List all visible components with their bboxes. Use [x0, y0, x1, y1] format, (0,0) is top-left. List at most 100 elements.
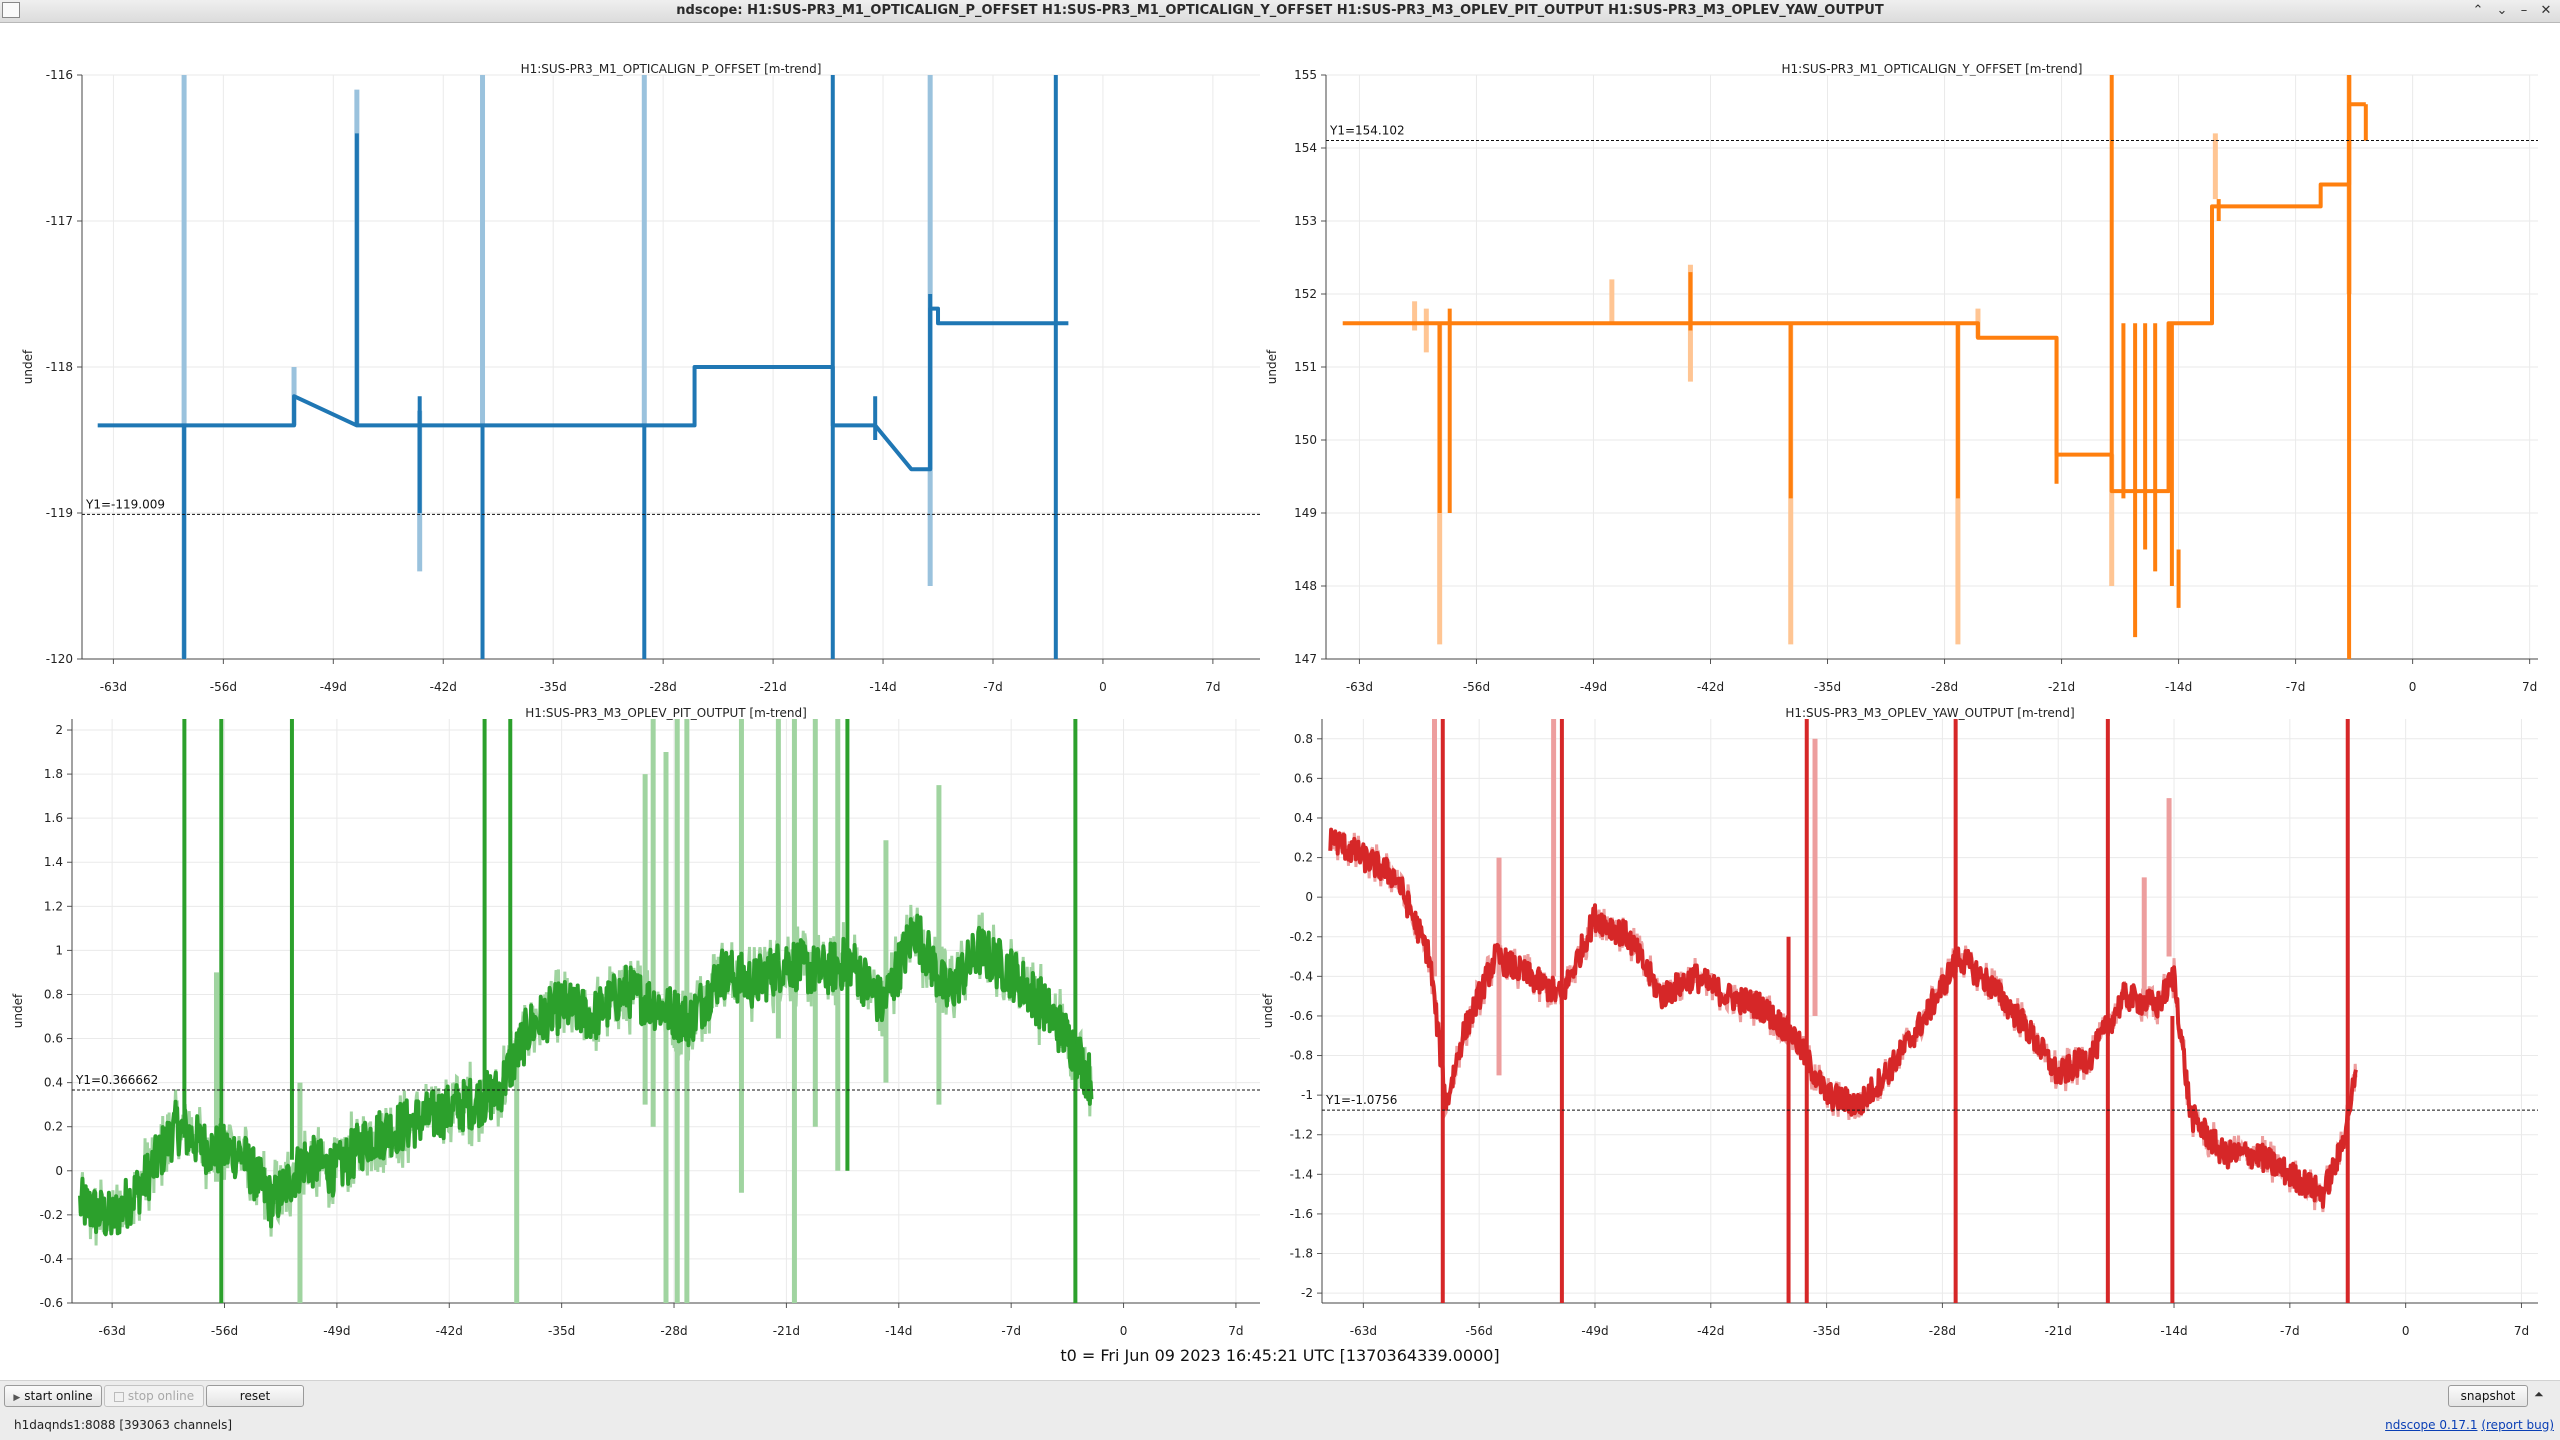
control-bar: ▶ start online stop online reset snapshot…	[0, 1380, 2560, 1411]
x-tick-label: -28d	[660, 1324, 687, 1338]
y-tick-label: -118	[46, 360, 73, 374]
x-tick-label: -56d	[1463, 680, 1490, 694]
chart-title: H1:SUS-PR3_M3_OPLEV_PIT_OUTPUT [m-trend]	[525, 706, 807, 720]
minimize-icon-button[interactable]: –	[2520, 3, 2528, 18]
y-tick-label: 152	[1294, 287, 1317, 301]
stop-online-button: stop online	[104, 1385, 204, 1407]
y-tick-label: 1.8	[44, 767, 63, 781]
x-tick-label: -49d	[1580, 680, 1607, 694]
x-tick-label: -49d	[320, 680, 347, 694]
x-tick-label: -7d	[1001, 1324, 1021, 1338]
chart-3: H1:SUS-PR3_M3_OPLEV_PIT_OUTPUT [m-trend]…	[11, 706, 1260, 1338]
x-tick-label: -14d	[869, 680, 896, 694]
x-tick-label: -42d	[430, 680, 457, 694]
x-tick-label: -21d	[2045, 1324, 2072, 1338]
cursor-label: Y1=-119.009	[85, 497, 165, 511]
x-tick-label: -42d	[1697, 680, 1724, 694]
cursor-label: Y1=0.366662	[75, 1073, 158, 1087]
y-tick-label: -2	[1301, 1286, 1313, 1300]
y-tick-label: 147	[1294, 652, 1317, 666]
y-tick-label: -1.8	[1290, 1247, 1313, 1261]
plot-area	[97, 75, 1069, 659]
y-tick-label: 151	[1294, 360, 1317, 374]
x-tick-label: -14d	[885, 1324, 912, 1338]
x-tick-label: -21d	[773, 1324, 800, 1338]
t0-label: t0 = Fri Jun 09 2023 16:45:21 UTC [13703…	[1060, 1346, 1500, 1365]
y-tick-label: 154	[1294, 141, 1317, 155]
x-tick-label: -35d	[1814, 680, 1841, 694]
x-tick-label: -7d	[983, 680, 1003, 694]
y-tick-label: -0.6	[40, 1296, 63, 1310]
y-tick-label: 0.6	[44, 1032, 63, 1046]
plots-area: H1:SUS-PR3_M1_OPTICALIGN_P_OFFSET [m-tre…	[0, 23, 2560, 1353]
status-bar: h1daqnds1:8088 [393063 channels] ndscope…	[0, 1410, 2560, 1440]
y-tick-label: 0.8	[44, 987, 63, 1001]
series-line	[1328, 827, 2358, 1209]
plot-area	[1328, 719, 2358, 1303]
y-tick-label: 0.8	[1294, 732, 1313, 746]
x-tick-label: 7d	[2522, 680, 2537, 694]
chart-1: H1:SUS-PR3_M1_OPTICALIGN_P_OFFSET [m-tre…	[21, 62, 1260, 694]
x-tick-label: 0	[2402, 1324, 2410, 1338]
server-status: h1daqnds1:8088 [393063 channels]	[14, 1418, 233, 1432]
x-tick-label: -28d	[650, 680, 677, 694]
chart-title: H1:SUS-PR3_M3_OPLEV_YAW_OUTPUT [m-trend]	[1785, 706, 2074, 720]
x-tick-label: -21d	[2048, 680, 2075, 694]
x-tick-label: -42d	[1697, 1324, 1724, 1338]
y-tick-label: 153	[1294, 214, 1317, 228]
reset-button[interactable]: reset	[206, 1385, 304, 1407]
close-button[interactable]: ✕	[2540, 3, 2552, 18]
x-tick-label: -63d	[1350, 1324, 1377, 1338]
x-tick-label: -56d	[210, 680, 237, 694]
start-online-button[interactable]: ▶ start online	[4, 1385, 102, 1407]
title-bar: ndscope: H1:SUS-PR3_M1_OPTICALIGN_P_OFFS…	[0, 0, 2560, 23]
x-tick-label: -28d	[1929, 1324, 1956, 1338]
y-tick-label: 0	[1305, 890, 1313, 904]
window-title: ndscope: H1:SUS-PR3_M1_OPTICALIGN_P_OFFS…	[676, 3, 1884, 18]
y-axis-label: undef	[11, 993, 25, 1028]
y-tick-label: -120	[46, 652, 73, 666]
y-tick-label: 0.2	[1294, 851, 1313, 865]
restore-button[interactable]: ⌄	[2496, 3, 2508, 18]
app-icon	[2, 2, 20, 18]
expand-arrow-icon[interactable]: ⏶	[2534, 1387, 2544, 1401]
y-tick-label: -0.6	[1290, 1009, 1313, 1023]
x-tick-label: 7d	[2514, 1324, 2529, 1338]
x-tick-label: -35d	[540, 680, 567, 694]
y-tick-label: 1.4	[44, 855, 63, 869]
x-tick-label: -63d	[1346, 680, 1373, 694]
y-tick-label: 2	[55, 723, 63, 737]
plots-svg[interactable]: H1:SUS-PR3_M1_OPTICALIGN_P_OFFSET [m-tre…	[0, 23, 2560, 1353]
x-tick-label: -7d	[2280, 1324, 2300, 1338]
play-icon: ▶	[13, 1393, 21, 1403]
y-tick-label: -1.2	[1290, 1128, 1313, 1142]
y-tick-label: 149	[1294, 506, 1317, 520]
chart-2: H1:SUS-PR3_M1_OPTICALIGN_Y_OFFSET [m-tre…	[1265, 62, 2538, 694]
series-line	[1342, 102, 2366, 494]
version-info: ndscope 0.17.1 (report bug)	[2385, 1418, 2554, 1432]
y-tick-label: 155	[1294, 68, 1317, 82]
y-tick-label: 1	[55, 943, 63, 957]
y-tick-label: 150	[1294, 433, 1317, 447]
cursor-label: Y1=154.102	[1329, 124, 1405, 138]
report-bug-link[interactable]: (report bug)	[2481, 1418, 2554, 1432]
x-tick-label: 7d	[1228, 1324, 1243, 1338]
y-tick-label: -1	[1301, 1088, 1313, 1102]
plot-area	[78, 719, 1094, 1303]
version-link[interactable]: ndscope 0.17.1	[2385, 1418, 2478, 1432]
y-axis-label: undef	[21, 349, 35, 384]
y-tick-label: 1.2	[44, 899, 63, 913]
x-tick-label: -49d	[1581, 1324, 1608, 1338]
x-tick-label: 0	[1120, 1324, 1128, 1338]
minimize-button[interactable]: ⌃	[2472, 3, 2484, 18]
y-tick-label: -119	[46, 506, 73, 520]
snapshot-button[interactable]: snapshot	[2448, 1385, 2528, 1407]
y-tick-label: 0.4	[44, 1076, 63, 1090]
x-tick-label: -7d	[2286, 680, 2306, 694]
y-tick-label: -0.4	[1290, 969, 1313, 983]
start-online-label: start online	[24, 1389, 93, 1403]
y-tick-label: 0	[55, 1164, 63, 1178]
y-tick-label: -116	[46, 68, 73, 82]
x-tick-label: -21d	[759, 680, 786, 694]
x-tick-label: -28d	[1931, 680, 1958, 694]
